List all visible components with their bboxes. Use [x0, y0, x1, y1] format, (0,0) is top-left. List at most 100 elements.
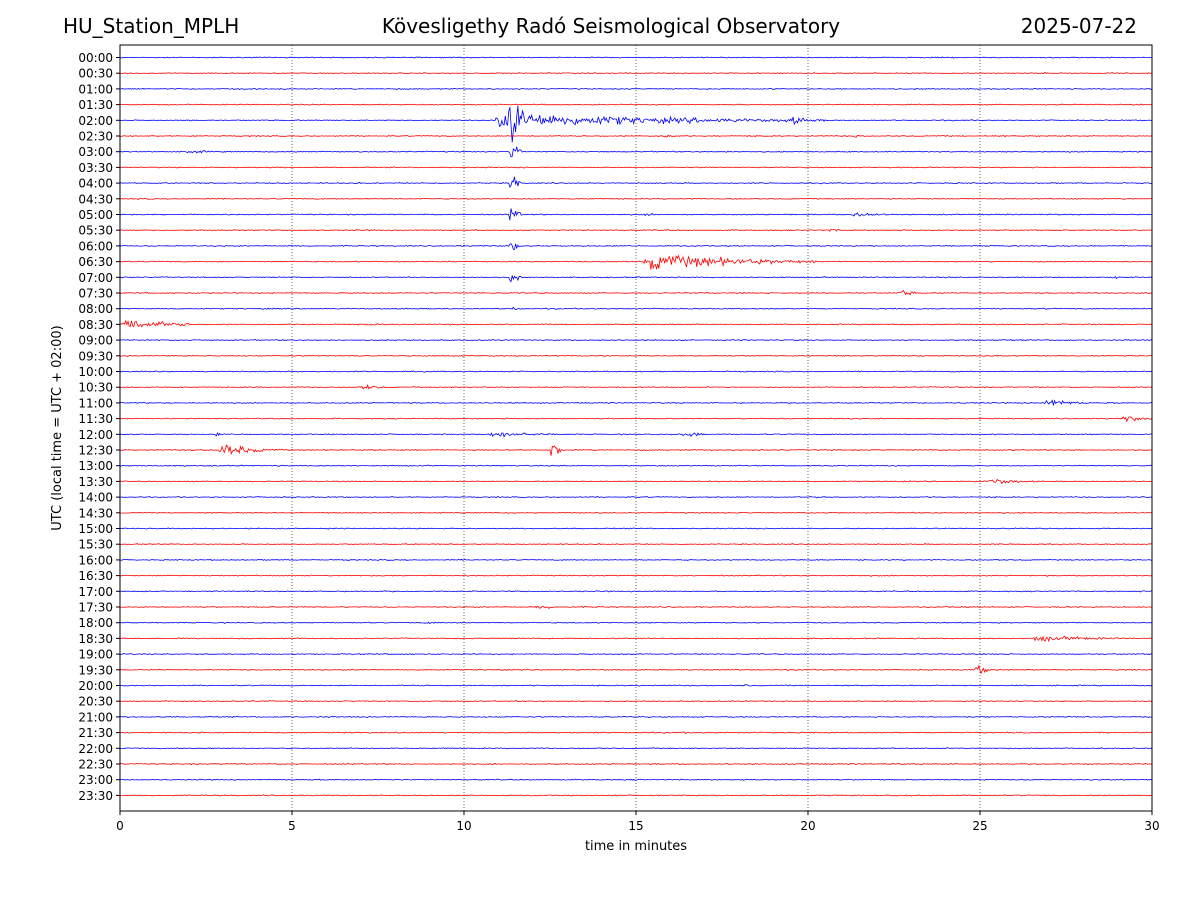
- y-tick-label: 02:30: [78, 130, 113, 144]
- trace-0830: [119, 319, 1152, 328]
- y-tick-label: 17:00: [78, 585, 113, 599]
- trace-0430: [119, 197, 1153, 200]
- trace-1700: [119, 590, 1153, 593]
- x-tick-label: 30: [1144, 819, 1159, 833]
- grid-lines: [291, 45, 981, 811]
- y-tick-label: 23:30: [78, 789, 113, 803]
- trace-2130: [119, 731, 1153, 735]
- y-tick-label: 04:30: [78, 192, 113, 206]
- y-tick-label: 16:00: [78, 553, 113, 567]
- y-tick-label: 12:00: [78, 428, 113, 442]
- trace-0330: [119, 166, 1153, 169]
- y-tick-label: 07:30: [78, 287, 113, 301]
- trace-group: [119, 56, 1153, 797]
- trace-0300: [119, 146, 1152, 158]
- y-tick-label: 20:30: [78, 695, 113, 709]
- observatory-title: Kövesligethy Radó Seismological Observat…: [381, 14, 841, 38]
- trace-0930: [119, 354, 1153, 357]
- x-axis-label: time in minutes: [585, 839, 687, 854]
- y-tick-label: 11:00: [78, 396, 113, 410]
- y-tick-label: 01:00: [78, 82, 113, 96]
- y-tick-label: 14:00: [78, 491, 113, 505]
- trace-1330: [119, 478, 1153, 485]
- y-tick-label: 16:30: [78, 569, 113, 583]
- y-tick-label: 13:00: [78, 459, 113, 473]
- y-tick-label: 10:30: [78, 381, 113, 395]
- y-tick-label: 08:30: [78, 318, 113, 332]
- trace-0900: [119, 338, 1153, 342]
- trace-1930: [119, 664, 1153, 675]
- trace-1400: [119, 495, 1153, 499]
- y-tick-label: 15:00: [78, 522, 113, 536]
- trace-1630: [119, 574, 1153, 577]
- y-tick-label: 11:30: [78, 412, 113, 426]
- station-title: HU_Station_MPLH: [63, 14, 240, 38]
- trace-0500: [119, 208, 1153, 221]
- trace-2100: [120, 715, 1153, 718]
- trace-1900: [120, 653, 1153, 656]
- y-tick-label: 00:30: [78, 67, 113, 81]
- trace-1030: [119, 384, 1153, 390]
- trace-2230: [119, 762, 1153, 766]
- x-tick-label: 20: [800, 819, 815, 833]
- y-tick-label: 05:00: [78, 208, 113, 222]
- y-tick-label: 02:00: [78, 114, 113, 128]
- trace-1600: [119, 558, 1153, 561]
- y-tick-label: 09:30: [78, 349, 113, 363]
- trace-0400: [120, 176, 1153, 188]
- trace-0700: [119, 275, 1153, 283]
- trace-2030: [119, 700, 1153, 703]
- trace-1730: [119, 605, 1153, 609]
- y-tick-label: 23:00: [78, 773, 113, 787]
- trace-0730: [119, 289, 1153, 296]
- y-tick-label: 05:30: [78, 224, 113, 238]
- trace-1130: [119, 416, 1153, 423]
- x-tick-label: 5: [288, 819, 296, 833]
- x-tick-label: 10: [456, 819, 471, 833]
- x-tick-label: 25: [972, 819, 987, 833]
- trace-1300: [119, 464, 1153, 467]
- trace-0230: [119, 134, 1153, 138]
- y-tick-label: 12:30: [78, 444, 113, 458]
- y-tick-label: 21:00: [78, 710, 113, 724]
- y-tick-label: 06:00: [78, 239, 113, 253]
- trace-0000: [119, 56, 1153, 59]
- trace-0530: [119, 229, 1153, 232]
- trace-0630: [120, 254, 1153, 270]
- trace-1500: [119, 527, 1153, 530]
- y-tick-label: 13:30: [78, 475, 113, 489]
- y-tick-label: 20:00: [78, 679, 113, 693]
- y-tick-label: 09:00: [78, 334, 113, 348]
- trace-2000: [119, 684, 1153, 687]
- x-axis: 0 5 10 15 20 25 30: [116, 811, 1160, 833]
- trace-1530: [119, 543, 1153, 546]
- trace-1230: [119, 444, 1153, 456]
- x-tick-label: 15: [628, 819, 643, 833]
- y-tick-label: 00:00: [78, 51, 113, 65]
- y-tick-label: 18:30: [78, 632, 113, 646]
- y-tick-label: 01:30: [78, 98, 113, 112]
- y-tick-label: 15:30: [78, 538, 113, 552]
- y-tick-label: 19:30: [78, 663, 113, 677]
- y-tick-label: 04:00: [78, 177, 113, 191]
- y-tick-label: 19:00: [78, 648, 113, 662]
- trace-0030: [119, 72, 1153, 75]
- trace-1430: [119, 511, 1153, 514]
- y-tick-label: 17:30: [78, 601, 113, 615]
- y-tick-label: 22:30: [78, 758, 113, 772]
- trace-0800: [119, 306, 1152, 311]
- trace-1800: [119, 621, 1153, 624]
- trace-2200: [119, 747, 1153, 750]
- x-tick-label: 0: [116, 819, 124, 833]
- y-tick-label: 06:30: [78, 255, 113, 269]
- trace-1830: [119, 635, 1153, 643]
- trace-2330: [119, 794, 1153, 797]
- y-tick-label: 08:00: [78, 302, 113, 316]
- trace-0130: [120, 103, 1152, 106]
- y-tick-label: 10:00: [78, 365, 113, 379]
- y-axis-label: UTC (local time = UTC + 02:00): [50, 325, 65, 530]
- y-tick-label: 07:00: [78, 271, 113, 285]
- y-tick-label: 03:30: [78, 161, 113, 175]
